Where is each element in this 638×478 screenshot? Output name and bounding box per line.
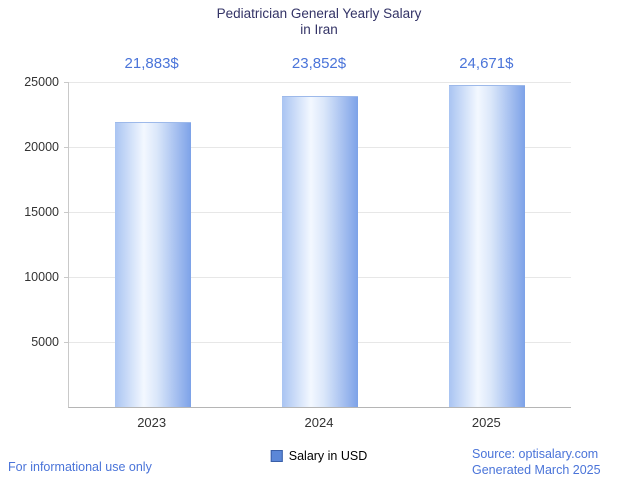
value-label-2024: 23,852$ xyxy=(291,55,347,72)
bar-2025 xyxy=(449,85,526,407)
y-tick-label-10000: 10000 xyxy=(24,270,59,284)
chart-title: Pediatrician General Yearly Salary in Ir… xyxy=(0,6,638,38)
plot-area xyxy=(64,82,571,408)
y-tick-label-5000: 5000 xyxy=(31,335,59,349)
source-block: Source: optisalary.com Generated March 2… xyxy=(472,446,601,478)
y-tick-label-15000: 15000 xyxy=(24,205,59,219)
bar-2023 xyxy=(114,121,191,407)
value-label-2025: 24,671$ xyxy=(459,55,514,72)
gridline-25000 xyxy=(69,82,571,83)
x-tick-label-2025: 2025 xyxy=(471,415,501,430)
y-tick-mark-20000 xyxy=(64,147,68,148)
x-tick-label-2024: 2024 xyxy=(304,415,334,430)
legend-label: Salary in USD xyxy=(288,449,368,463)
chart-title-line2: in Iran xyxy=(300,22,338,37)
y-tick-mark-15000 xyxy=(64,212,68,213)
chart-title-line1: Pediatrician General Yearly Salary xyxy=(216,6,422,21)
y-tick-mark-25000 xyxy=(64,82,68,83)
disclaimer-text: For informational use only xyxy=(8,460,152,474)
source-text: Source: optisalary.com xyxy=(472,447,599,461)
y-tick-mark-10000 xyxy=(64,277,68,278)
value-label-2023: 21,883$ xyxy=(124,55,179,72)
legend-swatch-icon xyxy=(270,450,283,462)
y-tick-mark-5000 xyxy=(64,342,68,343)
legend: Salary in USD xyxy=(270,449,368,463)
generated-text: Generated March 2025 xyxy=(472,463,601,477)
y-tick-label-25000: 25000 xyxy=(24,75,59,89)
x-tick-label-2023: 2023 xyxy=(137,415,167,430)
bar-2024 xyxy=(282,95,358,407)
y-tick-label-20000: 20000 xyxy=(24,140,59,154)
